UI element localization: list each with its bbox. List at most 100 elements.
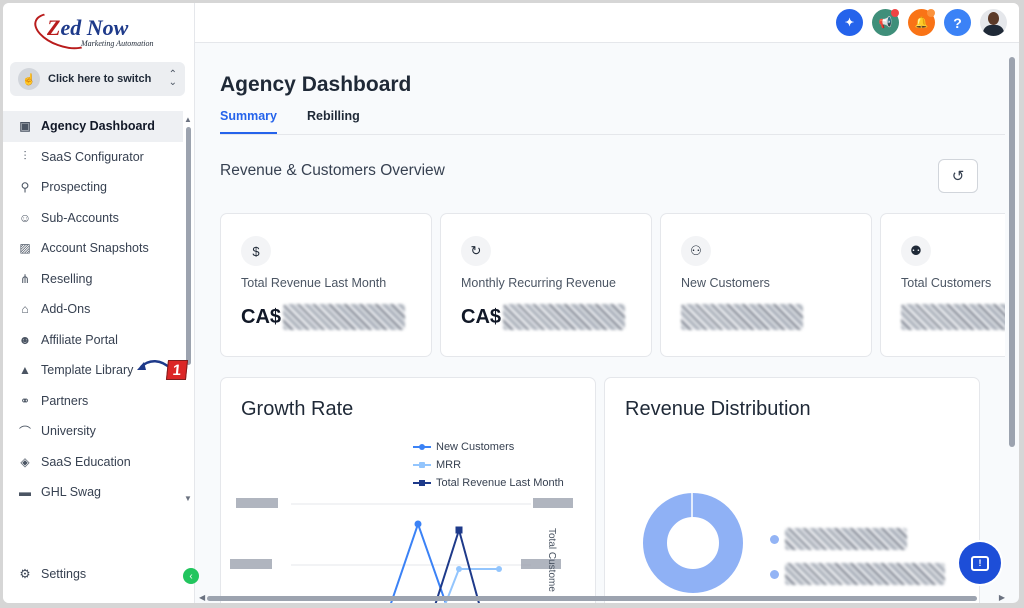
chevron-up-down-icon: ⌃ ⌄: [168, 69, 177, 88]
user-icon: ☺: [18, 210, 32, 225]
main-vertical-scrollbar[interactable]: [1007, 47, 1017, 595]
legend-item[interactable]: MRR: [413, 456, 564, 474]
left-tick-blurred: [236, 498, 278, 508]
sidebar-item-affiliate-portal[interactable]: ☻ Affiliate Portal: [3, 325, 183, 356]
legend-item[interactable]: New Customers: [413, 438, 564, 456]
growth-rate-title: Growth Rate: [241, 398, 354, 420]
new-customers-point: [414, 520, 422, 528]
currency-prefix: CA$: [461, 305, 502, 328]
sidebar-item-ghl-swag[interactable]: ▬ GHL Swag: [3, 477, 183, 508]
stat-card-value: [681, 304, 803, 330]
avatar[interactable]: [980, 9, 1007, 36]
refresh-icon: ↺: [951, 168, 965, 185]
notification-dot: [891, 9, 899, 17]
stat-card-total-revenue-last-month: $ Total Revenue Last Month CA$: [220, 213, 432, 357]
stat-card-new-customers: ⚇ New Customers: [660, 213, 872, 357]
scroll-left-icon[interactable]: ◀: [199, 593, 206, 602]
avatar-body: [983, 25, 1004, 36]
growth-rate-panel: Growth Rate New Customers MRR Total Revenu…: [220, 377, 596, 603]
blurred-value: [503, 304, 626, 330]
settings-label: Settings: [41, 566, 87, 581]
blurred-value: [283, 304, 406, 330]
donut-ring: [643, 493, 743, 593]
blurred-value: [681, 304, 803, 330]
growth-legend: New Customers MRR Total Revenue Last Month: [413, 438, 564, 492]
sidebar-item-label: University: [41, 424, 96, 439]
sidebar-item-agency-dashboard[interactable]: ▣ Agency Dashboard: [3, 111, 183, 142]
satellite-icon[interactable]: ✦: [836, 9, 863, 36]
sidebar-item-reselling[interactable]: ⋔ Reselling: [3, 264, 183, 295]
sidebar-scroll-thumb[interactable]: [186, 127, 191, 365]
stat-card-total-customers: ⚉ Total Customers: [880, 213, 1005, 357]
right-tick-blurred: [533, 498, 573, 508]
sidebar-item-university[interactable]: ⌒ University: [3, 416, 183, 447]
cube-icon: ◈: [20, 454, 30, 469]
stat-card-label: Total Customers: [901, 276, 992, 290]
sidebar-item-prospecting[interactable]: ⚲ Prospecting: [3, 172, 183, 203]
sidebar-item-add-ons[interactable]: ⌂ Add-Ons: [3, 294, 183, 325]
sidebar: Zed Now Marketing Automation ☝ Click her…: [3, 3, 195, 603]
account-switcher-label: Click here to switch: [48, 73, 152, 85]
avatar-head: [988, 12, 999, 25]
right-tick-blurred: [521, 559, 561, 569]
scroll-up-icon[interactable]: ▲: [184, 115, 192, 124]
logo-brand-rest: ed Now: [60, 15, 129, 40]
legend-dot: [770, 569, 779, 579]
zednow-logo[interactable]: Zed Now Marketing Automation: [29, 5, 173, 57]
top-bar: ✦ 📢 🔔?: [195, 3, 1019, 43]
annotation-number-badge: 1: [165, 360, 189, 380]
gear-icon: ⚙: [19, 567, 31, 581]
satellite-glyph: ✦: [844, 17, 855, 29]
main-vertical-scroll-thumb[interactable]: [1009, 57, 1015, 447]
scroll-right-icon[interactable]: ▶: [998, 593, 1005, 602]
sidebar-item-label: Affiliate Portal: [41, 332, 118, 347]
sidebar-item-sub-accounts[interactable]: ☺ Sub-Accounts: [3, 203, 183, 234]
help-glyph: ?: [953, 14, 962, 31]
legend-item: [770, 528, 907, 550]
main-horizontal-scroll-thumb[interactable]: [207, 596, 977, 601]
refresh-button[interactable]: ↺: [938, 159, 978, 193]
sidebar-item-account-snapshots[interactable]: ▨ Account Snapshots: [3, 233, 183, 264]
sidebar-item-saas-configurator[interactable]: ⫶ SaaS Configurator: [3, 142, 183, 173]
logo-brand: Zed Now: [47, 15, 128, 41]
top-bar-actions: ✦ 📢 🔔?: [836, 9, 1007, 36]
stat-card-label: Total Revenue Last Month: [241, 276, 387, 290]
megaphone-icon[interactable]: 📢: [872, 9, 899, 36]
store-icon: ▬: [19, 485, 31, 500]
sidebar-item-template-library[interactable]: ▲ Template Library: [3, 355, 183, 386]
dashboard-icon: ▣: [19, 119, 31, 134]
sidebar-item-saas-education[interactable]: ◈ SaaS Education: [3, 447, 183, 478]
sidebar-item-label: SaaS Education: [41, 454, 131, 469]
sidebar-item-settings[interactable]: ⚙ Settings: [17, 566, 87, 582]
sidebar-scrollbar[interactable]: ▲ ▼: [184, 115, 192, 503]
users-icon: ⚉: [901, 236, 931, 266]
bell-glyph: 🔔: [914, 17, 929, 29]
sidebar-item-label: SaaS Configurator: [41, 149, 144, 164]
circle-marker-icon: [413, 442, 431, 452]
tab-summary[interactable]: Summary: [220, 109, 277, 134]
help-icon[interactable]: ?: [944, 9, 971, 36]
megaphone-glyph: 📢: [878, 17, 893, 29]
chat-widget-button[interactable]: !: [959, 542, 1001, 584]
blurred-value: [785, 528, 907, 550]
stat-card-value: [901, 304, 1005, 330]
main-horizontal-scrollbar[interactable]: ◀ ▶: [199, 593, 1005, 603]
sidebar-item-label: Partners: [41, 393, 89, 408]
shapes-icon: ▲: [19, 363, 31, 378]
account-switcher[interactable]: ☝ Click here to switch ⌃ ⌄: [10, 62, 185, 96]
mrr-point: [456, 566, 462, 572]
scroll-down-icon[interactable]: ▼: [184, 494, 192, 503]
sidebar-item-partners[interactable]: ⚭ Partners: [3, 386, 183, 417]
sidebar-item-label: Reselling: [41, 271, 93, 286]
revenue-donut-chart: [643, 493, 743, 593]
bell-icon[interactable]: 🔔: [908, 9, 935, 36]
user-plus-icon: ⚇: [681, 236, 711, 266]
lock-icon: ⌂: [21, 302, 29, 317]
stat-card-value: CA$: [461, 304, 626, 330]
collapse-sidebar-button[interactable]: ‹: [183, 568, 199, 584]
user-search-icon: ⚲: [20, 180, 30, 195]
dashboard-tabs: Summary Rebilling: [220, 109, 1005, 135]
legend-item[interactable]: Total Revenue Last Month: [413, 474, 564, 492]
tab-rebilling[interactable]: Rebilling: [306, 109, 360, 123]
left-tick-blurred: [230, 559, 272, 569]
